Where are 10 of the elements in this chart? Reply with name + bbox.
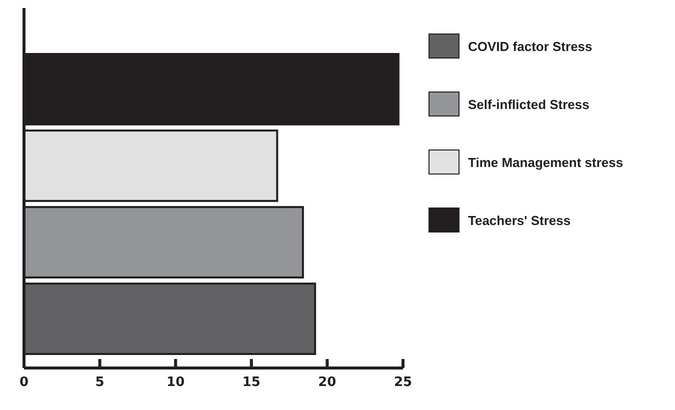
- x-tick-label: 15: [242, 375, 260, 390]
- x-tick-label: 5: [95, 375, 104, 390]
- x-tick-label: 10: [166, 375, 185, 390]
- legend-label: Self-inflicted Stress: [468, 97, 590, 112]
- x-tick-label: 25: [394, 375, 412, 390]
- x-tick-label: 0: [19, 375, 29, 390]
- x-tick-label: 20: [318, 375, 336, 390]
- legend-label: COVID factor Stress: [468, 39, 592, 54]
- legend-label: Time Management stress: [468, 155, 624, 170]
- legend-label: Teachers' Stress: [468, 213, 571, 228]
